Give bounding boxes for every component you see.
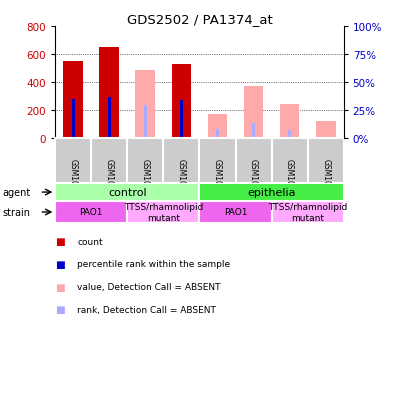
Bar [100, 47, 119, 139]
Text: GSM103319: GSM103319 [141, 159, 150, 205]
Text: GSM103318: GSM103318 [249, 159, 258, 205]
Bar [64, 62, 83, 139]
Text: epithelia: epithelia [247, 188, 296, 197]
Bar [272, 202, 344, 223]
Text: value, Detection Call = ABSENT: value, Detection Call = ABSENT [77, 282, 220, 292]
Bar [316, 122, 335, 139]
Text: GSM103304: GSM103304 [69, 159, 78, 205]
Text: GSM103316: GSM103316 [105, 159, 114, 205]
Text: GSM103322: GSM103322 [321, 159, 330, 205]
Bar [208, 115, 228, 139]
Bar [127, 202, 199, 223]
Bar [288, 130, 292, 139]
Bar [171, 65, 191, 139]
Text: count: count [77, 237, 103, 246]
Text: PAO1: PAO1 [224, 208, 247, 217]
Text: PAO1: PAO1 [80, 208, 103, 217]
Bar [244, 87, 263, 139]
Bar [144, 106, 147, 139]
Bar [71, 100, 75, 139]
Text: rank, Detection Call = ABSENT: rank, Detection Call = ABSENT [77, 305, 216, 314]
Title: GDS2502 / PA1374_at: GDS2502 / PA1374_at [127, 13, 272, 26]
Text: agent: agent [2, 188, 30, 197]
Text: ■: ■ [55, 305, 65, 315]
Text: ■: ■ [55, 282, 65, 292]
Bar [180, 101, 183, 139]
Text: GSM103317: GSM103317 [213, 159, 222, 205]
Bar [55, 202, 127, 223]
Bar [199, 183, 344, 202]
Bar [135, 71, 155, 139]
Text: ■: ■ [55, 237, 65, 247]
Bar [252, 124, 255, 139]
Text: GSM103321: GSM103321 [285, 159, 294, 205]
Text: ■: ■ [55, 259, 65, 269]
Text: control: control [108, 188, 147, 197]
Bar [55, 183, 199, 202]
Text: GSM103320: GSM103320 [177, 159, 186, 205]
Text: TTSS/rhamnolipid
mutant: TTSS/rhamnolipid mutant [124, 203, 203, 222]
Bar [216, 130, 219, 139]
Text: strain: strain [2, 207, 30, 218]
Bar [280, 105, 299, 139]
Bar [107, 97, 111, 139]
Bar [199, 202, 272, 223]
Text: percentile rank within the sample: percentile rank within the sample [77, 260, 230, 269]
Text: TTSS/rhamnolipid
mutant: TTSS/rhamnolipid mutant [268, 203, 347, 222]
